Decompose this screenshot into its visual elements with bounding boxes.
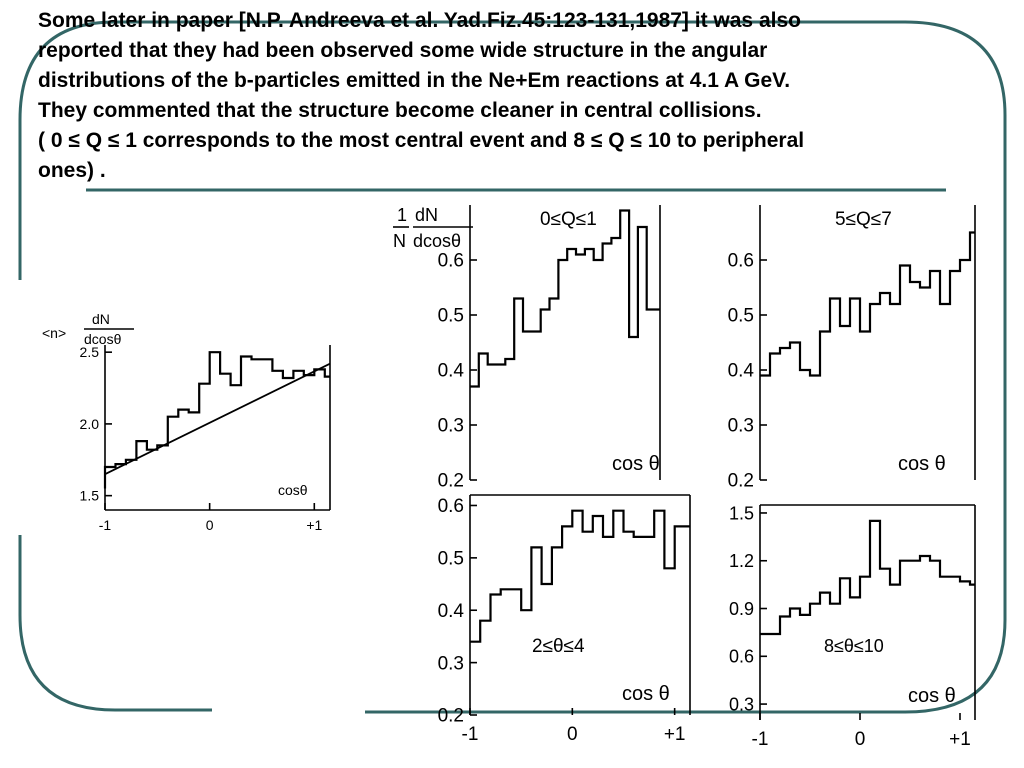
chart-q5-7: 0.2 0.3 0.4 0.5 0.6 5≤Q≤7 cos θ <box>728 205 976 492</box>
x-tick-label: +1 <box>664 724 686 745</box>
ylabel-d1: N <box>393 231 406 251</box>
fit-line <box>104 362 331 475</box>
y-tick-label: 0.6 <box>729 647 754 667</box>
y-tick-label: 0.5 <box>728 306 754 327</box>
slide-border-left <box>18 535 212 712</box>
x-tick-label: +1 <box>949 729 971 750</box>
x-tick-label: 0 <box>567 724 578 745</box>
chart-title: 2≤θ≤4 <box>532 636 585 657</box>
slide-paragraph: Some later in paper [N.P. Andreeva et al… <box>38 6 1013 186</box>
histogram-series <box>760 231 975 377</box>
slide-border-arc <box>18 20 1007 714</box>
y-tick-label: 0.4 <box>438 361 465 382</box>
y-tick-label: 1.5 <box>80 488 100 504</box>
histogram-series <box>470 509 690 643</box>
y-tick-label: 0.3 <box>438 653 464 674</box>
y-axis-label: 1/N dN/dcosθ1NdNdcosθ <box>393 205 473 251</box>
x-axis-label: cosθ <box>278 482 308 498</box>
ylabel-n2: dN <box>415 205 438 225</box>
ylabel-prefix: <n> <box>42 325 66 341</box>
ylabel-d2: dcosθ <box>413 231 461 251</box>
ylabel-denominator: dcosθ <box>84 331 122 347</box>
y-tick-label: 0.3 <box>438 416 464 437</box>
chart-t8-10: 0.3 0.6 0.9 1.2 1.5 -1 0 +1 8≤θ≤10 cos θ <box>729 503 976 750</box>
y-tick-label: 1.2 <box>729 551 754 571</box>
paragraph-line-2: reported that they had been observed som… <box>38 39 768 62</box>
y-tick-label: 0.3 <box>728 416 754 437</box>
y-tick-label: 0.9 <box>729 599 754 619</box>
paragraph-line-1: Some later in paper [N.P. Andreeva et al… <box>38 9 801 32</box>
y-tick-label: 0.2 <box>728 471 754 492</box>
paragraph-line-4: They commented that the structure become… <box>38 99 762 122</box>
y-tick-label: 0.6 <box>438 251 464 272</box>
y-tick-label: 0.5 <box>438 306 464 327</box>
x-axis-label: cos θ <box>622 683 670 705</box>
x-axis-label: cos θ <box>612 453 660 475</box>
y-tick-label: 0.4 <box>728 361 755 382</box>
chart-title: 5≤Q≤7 <box>835 209 892 230</box>
histogram-series <box>760 519 975 636</box>
x-tick-label: -1 <box>462 724 479 745</box>
ylabel-n1: 1 <box>397 205 407 225</box>
x-tick-label: -1 <box>99 517 112 533</box>
y-tick-label: 0.2 <box>438 706 464 727</box>
y-tick-label: 2.0 <box>80 416 100 432</box>
chart-title: 0≤Q≤1 <box>540 209 597 230</box>
chart-t2-4: 0.2 0.3 0.4 0.5 0.6 -1 0 +1 2≤θ≤4 cos θ <box>438 494 691 745</box>
y-tick-label: 0.6 <box>728 251 754 272</box>
x-axis-label: cos θ <box>898 453 946 475</box>
y-tick-label: 0.6 <box>438 496 464 517</box>
y-tick-label: 0.2 <box>438 471 464 492</box>
ylabel-numerator: dN <box>92 311 110 327</box>
x-tick-label: -1 <box>752 729 769 750</box>
y-tick-label: 1.5 <box>729 503 754 523</box>
x-tick-label: +1 <box>306 517 322 533</box>
x-tick-label: 0 <box>206 517 214 533</box>
y-tick-label: 0.5 <box>438 549 464 570</box>
y-tick-label: 0.3 <box>729 694 754 714</box>
histogram-series <box>470 209 660 388</box>
histogram-series <box>103 351 330 489</box>
y-tick-label: 0.4 <box>438 601 465 622</box>
chart-title: 8≤θ≤10 <box>824 636 884 656</box>
paragraph-line-3: distributions of the b-particles emitted… <box>38 69 791 92</box>
x-axis-label: cos θ <box>908 685 956 707</box>
x-tick-label: 0 <box>855 729 866 750</box>
paragraph-line-6: ones) . <box>38 159 106 182</box>
paragraph-line-5: ( 0 ≤ Q ≤ 1 corresponds to the most cent… <box>38 129 805 152</box>
y-tick-label: 2.5 <box>80 344 100 360</box>
